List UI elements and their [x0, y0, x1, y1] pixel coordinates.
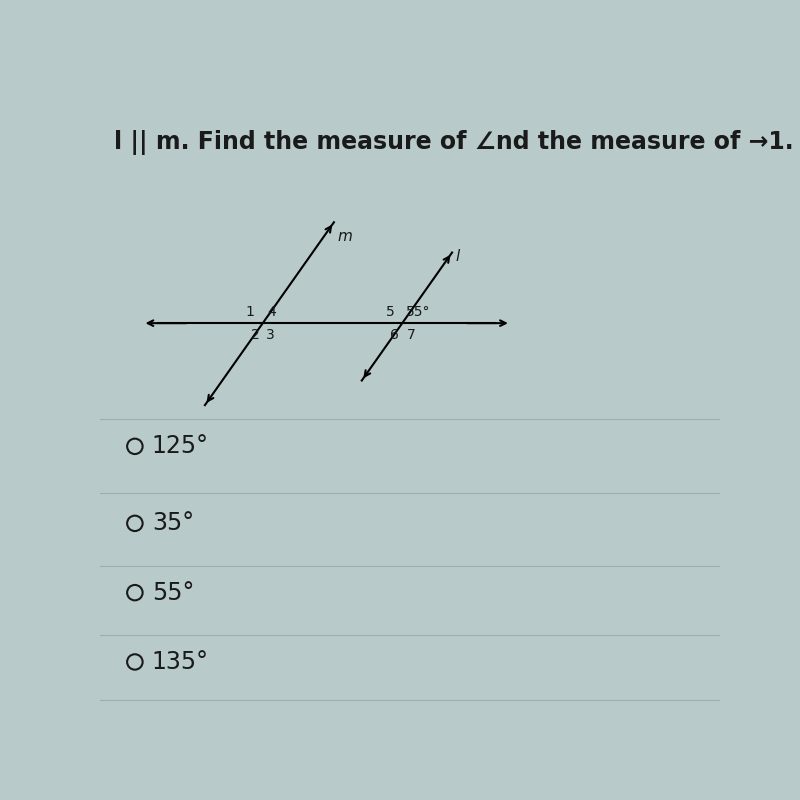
- Text: l: l: [455, 249, 459, 264]
- Text: 5: 5: [386, 306, 394, 319]
- Text: 1: 1: [246, 306, 254, 319]
- Text: 125°: 125°: [152, 434, 209, 458]
- Text: 2: 2: [250, 329, 259, 342]
- Text: l || m. Find the measure of ∠nd the measure of →1.: l || m. Find the measure of ∠nd the meas…: [114, 130, 794, 154]
- Text: 55°: 55°: [152, 581, 194, 605]
- Text: 7: 7: [407, 329, 416, 342]
- Text: m: m: [338, 229, 353, 244]
- Text: 3: 3: [266, 329, 275, 342]
- Text: 135°: 135°: [152, 650, 209, 674]
- Text: 6: 6: [390, 329, 399, 342]
- Text: 35°: 35°: [152, 511, 194, 535]
- Text: 55°: 55°: [406, 306, 430, 319]
- Text: 4: 4: [268, 306, 277, 319]
